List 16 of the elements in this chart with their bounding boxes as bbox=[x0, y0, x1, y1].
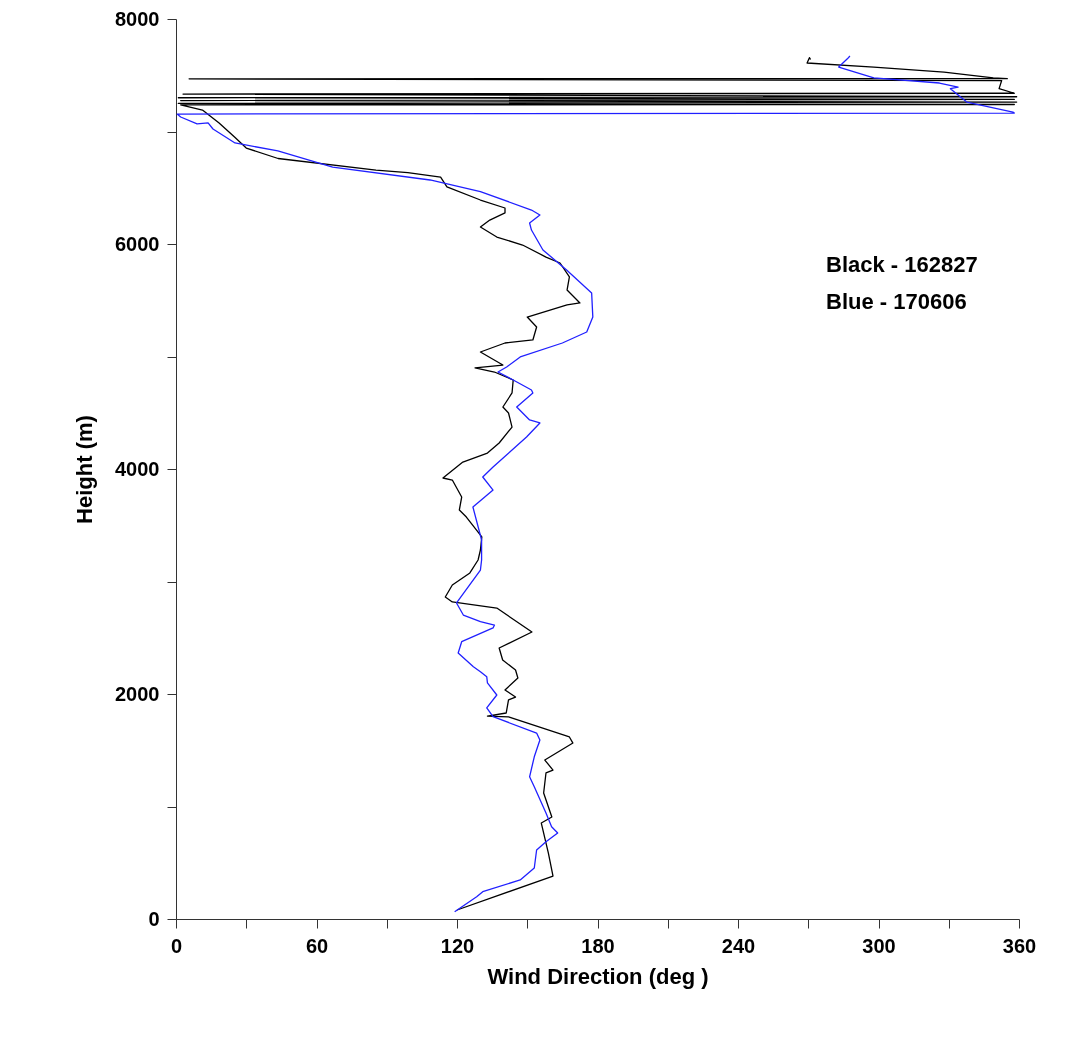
y-tick-label: 6000 bbox=[115, 232, 160, 255]
x-tick-label: 120 bbox=[440, 934, 475, 957]
y-tick-label: 4000 bbox=[115, 457, 160, 480]
y-axis-title: Height (m) bbox=[72, 415, 98, 524]
x-tick-label: 300 bbox=[862, 934, 896, 957]
annotation: Black - 162827 bbox=[826, 252, 978, 277]
x-tick-label: 0 bbox=[170, 934, 183, 957]
y-tick-label: 2000 bbox=[115, 682, 160, 705]
x-tick-label: 360 bbox=[1002, 934, 1037, 957]
x-tick-label: 180 bbox=[581, 934, 615, 957]
annotation: Blue - 170606 bbox=[826, 289, 967, 314]
x-tick-label: 240 bbox=[721, 934, 756, 957]
x-tick-label: 60 bbox=[305, 934, 329, 957]
y-tick-label: 8000 bbox=[115, 7, 160, 30]
y-tick-label: 0 bbox=[148, 907, 160, 930]
x-axis-title: Wind Direction (deg ) bbox=[487, 963, 709, 989]
